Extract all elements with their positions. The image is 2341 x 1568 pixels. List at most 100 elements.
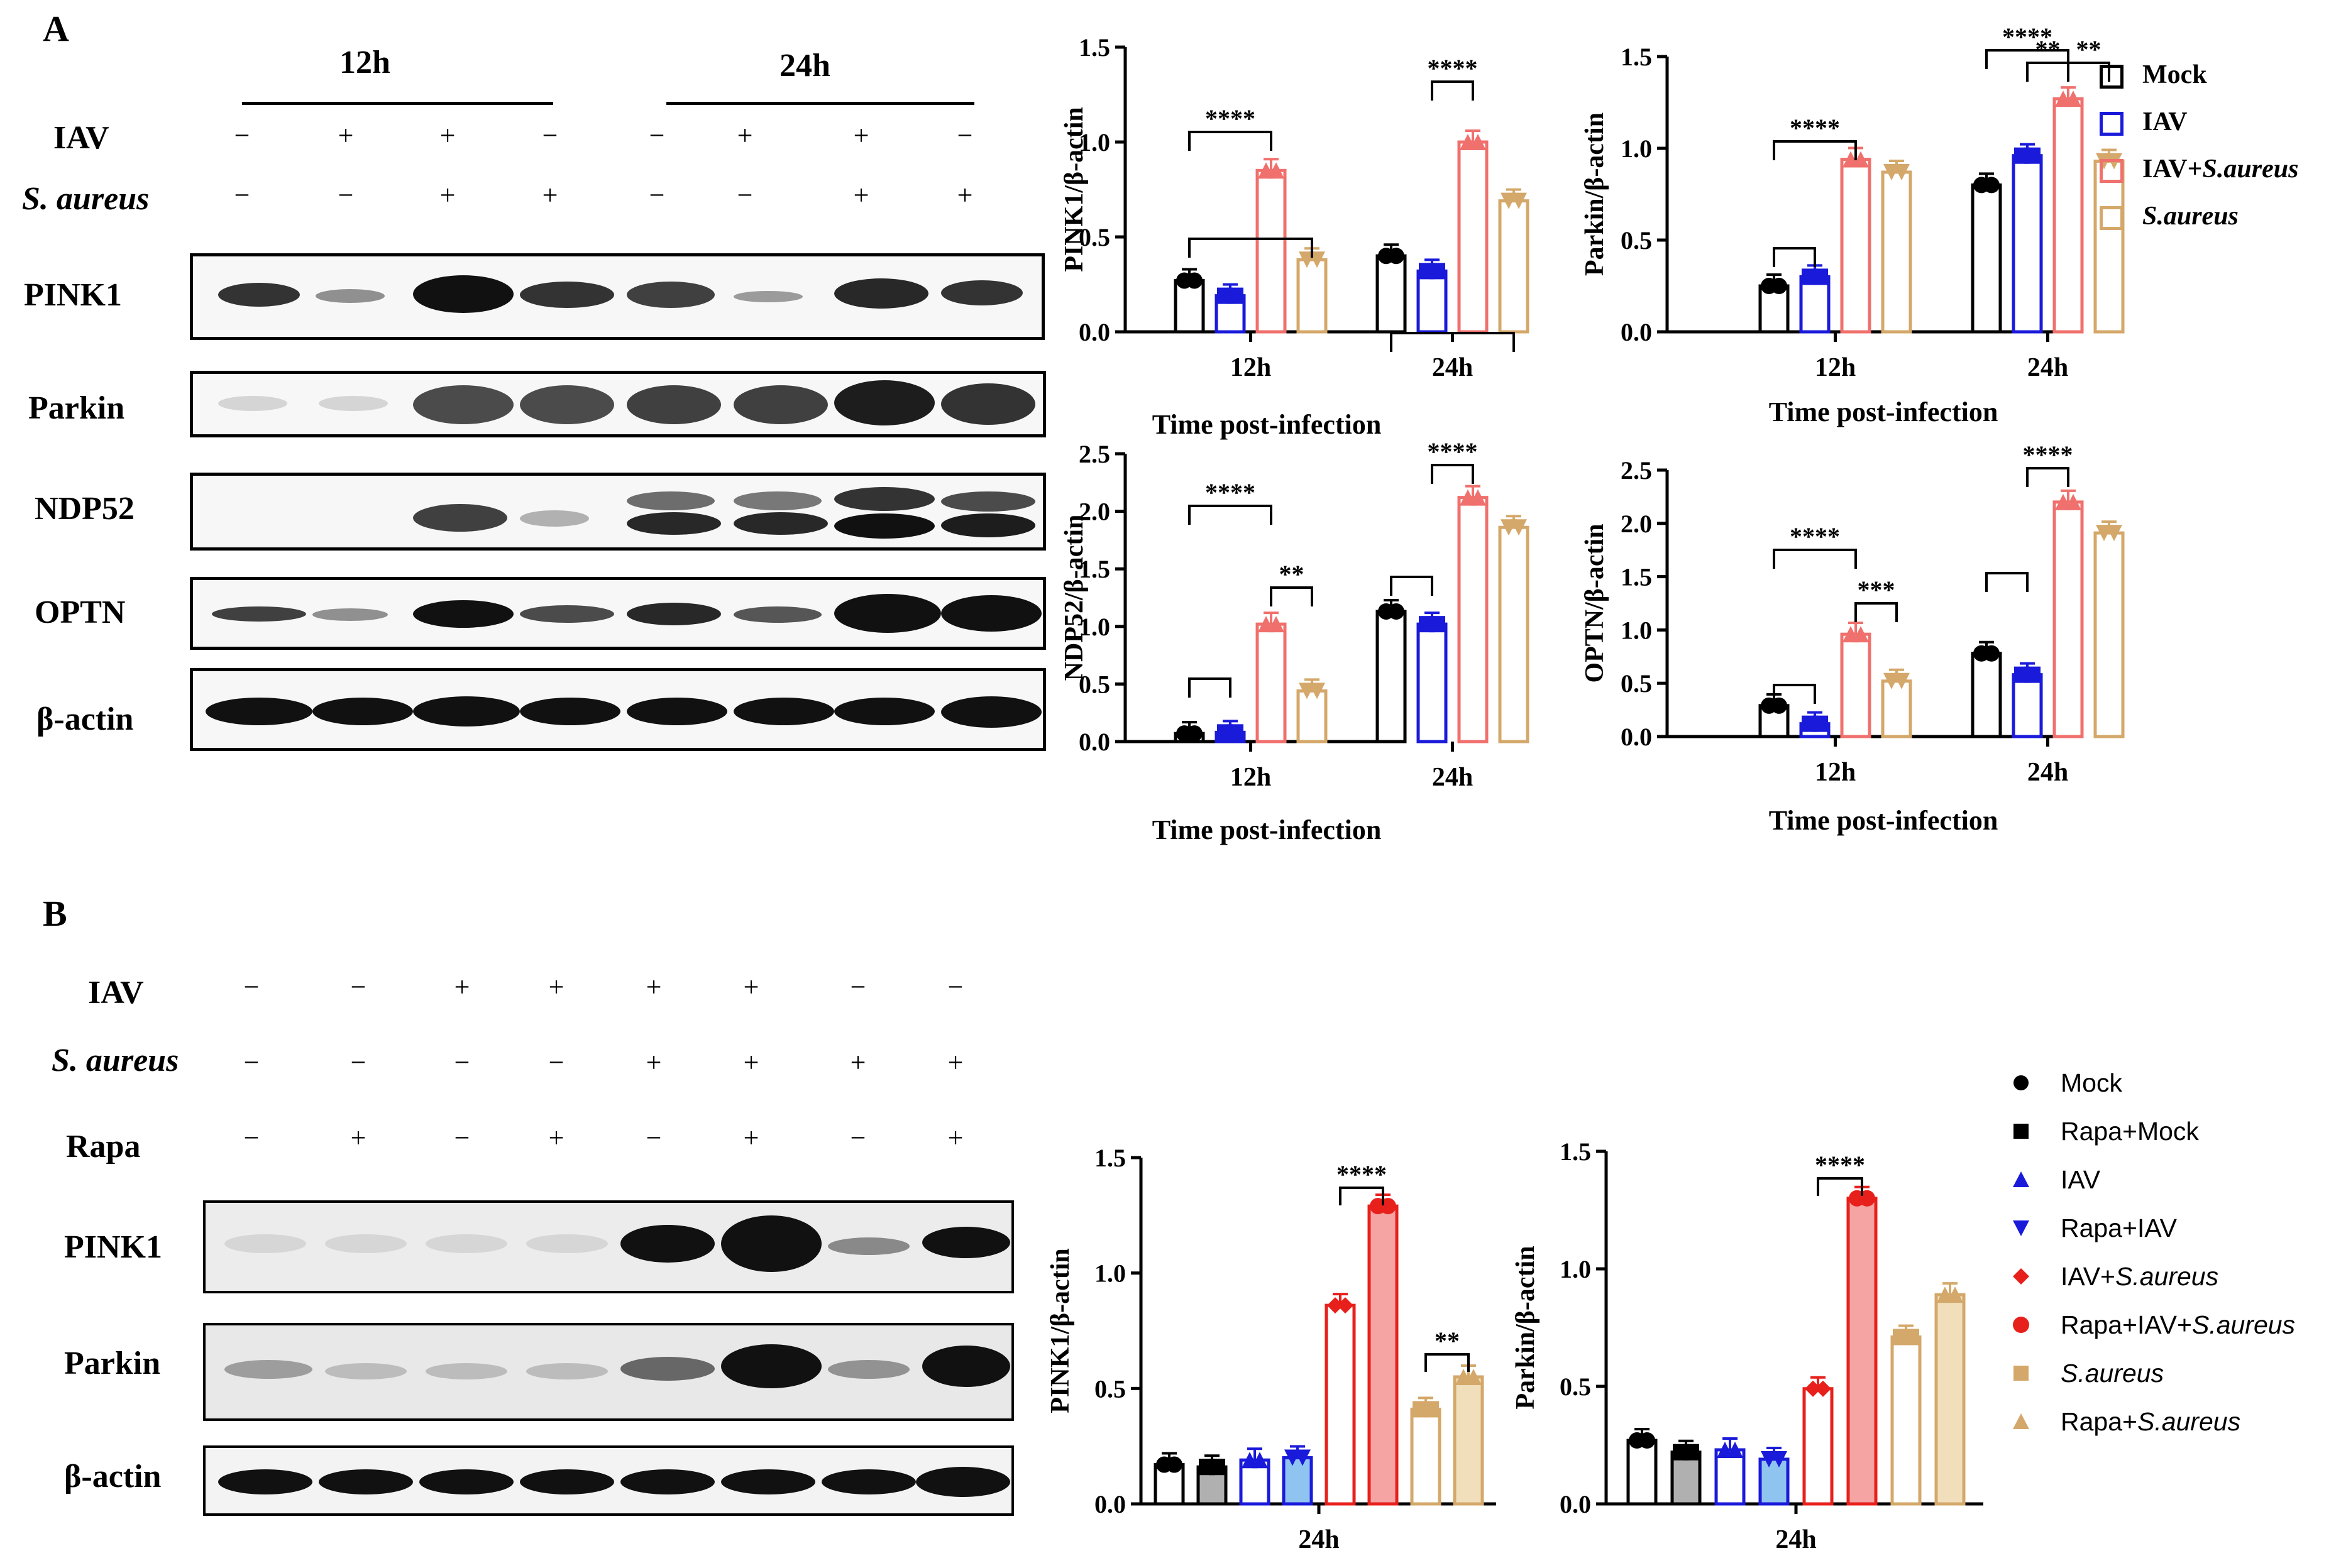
A-NDP52-sig-bracket-2	[1188, 677, 1231, 698]
A-OPTN-point-2-1-b	[2065, 493, 2081, 510]
A-OPTN-sig-bracket-1	[1854, 602, 1898, 622]
A-NDP52-xlabel: Time post-infection	[1152, 814, 1382, 845]
A-NDP52-point-3-0-b	[1309, 683, 1325, 699]
A-OPTN-sig-bracket-0	[1773, 549, 1857, 569]
blot-b-rapa-sign-0: −	[243, 1122, 260, 1153]
blot-b-rapa-sign-3: +	[548, 1122, 565, 1153]
A-PINK1-point-2-1-b	[1470, 134, 1486, 150]
blot-a-24h-line	[666, 102, 974, 105]
blot-b-iav-sign-6: −	[850, 972, 866, 1002]
B-PINK1-xtick-label-0: 24h	[1298, 1525, 1339, 1554]
A-Parkin-bar-0-0	[1758, 284, 1790, 334]
B-PINK1-bar-3	[1282, 1456, 1313, 1506]
blot-a-sa-label: S. aureus	[22, 181, 150, 217]
B-PINK1-point-3-b	[1294, 1449, 1311, 1466]
A-OPTN-ylabel: OPTN/β-actin	[1580, 524, 1609, 683]
blot-a-pink1-image	[190, 253, 1045, 340]
B-PINK1-point-7-b	[1465, 1368, 1482, 1385]
legend-a-item-sa: S.aureus	[2100, 201, 2338, 248]
blot-a-label-pink1: PINK1	[24, 277, 122, 313]
B-Parkin-ytick-label-1: 0.5	[1560, 1373, 1591, 1401]
B-Parkin-point-4-b	[1815, 1380, 1831, 1397]
A-NDP52-ytick-label-3: 1.5	[1079, 555, 1110, 583]
A-NDP52-sig-label-3: ****	[1428, 437, 1478, 466]
blot-a-iav-sign-5: +	[737, 120, 753, 151]
legend-b-item-iav: IAV	[2012, 1165, 2338, 1214]
A-Parkin-ytick-label-1: 0.5	[1621, 226, 1652, 255]
A-Parkin-point-1-1-b	[2024, 147, 2041, 164]
A-Parkin-sig-bracket-4	[2067, 62, 2110, 82]
B-Parkin-bar-3	[1758, 1457, 1790, 1506]
blot-b-rapa-sign-7: +	[947, 1122, 964, 1153]
B-PINK1-point-4-a	[1327, 1297, 1343, 1314]
A-NDP52-bar-2-1	[1457, 496, 1489, 743]
B-PINK1-bar-7	[1453, 1375, 1484, 1506]
legend-a-swatch-iav-sa	[2100, 159, 2123, 183]
legend-b-item-iav-sa: IAV+S.aureus	[2012, 1262, 2338, 1310]
A-NDP52-sig-bracket-0	[1188, 505, 1272, 525]
legend-a-item-iav-sa: IAV+S.aureus	[2100, 154, 2338, 201]
blot-a-sa-sign-1: −	[338, 180, 354, 211]
blot-b-sa-sign-2: −	[454, 1047, 470, 1078]
A-NDP52-bar-2-0	[1255, 622, 1287, 743]
legend-b-marker-triangle-down	[2013, 1220, 2029, 1236]
legend-a-label-sa: S.aureus	[2142, 202, 2239, 231]
legend-b-label-mock: Mock	[2061, 1068, 2122, 1097]
A-OPTN-ytick-label-4: 2.0	[1621, 510, 1652, 538]
A-PINK1-bar-1-1	[1416, 269, 1448, 334]
A-Parkin-sig-bracket-3	[2026, 62, 2069, 82]
blot-a-iav-sign-6: +	[853, 120, 869, 151]
B-Parkin-sig-label-0: ****	[1815, 1151, 1865, 1179]
panel-label-a: A	[43, 8, 69, 49]
blot-b-rapa-label: Rapa	[66, 1129, 141, 1165]
A-OPTN-point-3-0-b	[1893, 672, 1910, 689]
B-Parkin-point-6-b	[1903, 1329, 1919, 1346]
B-PINK1-sig-bracket-1	[1424, 1353, 1470, 1372]
blot-b-label-pink1: PINK1	[64, 1229, 162, 1265]
A-NDP52-bar-0-1	[1375, 610, 1407, 743]
A-PINK1-ytick-label-3: 1.5	[1079, 33, 1110, 62]
A-PINK1-point-1-0-b	[1227, 287, 1243, 304]
B-PINK1-sig-label-0: ****	[1336, 1160, 1387, 1188]
A-Parkin-point-3-0-b	[1893, 163, 1910, 180]
legend-b-item-rapa-mock: Rapa+Mock	[2012, 1117, 2338, 1165]
A-Parkin-xtick-label-1: 24h	[2027, 353, 2068, 382]
A-Parkin-sig-bracket-1	[1773, 247, 1816, 267]
blot-a-sa-sign-4: −	[649, 180, 665, 211]
B-PINK1-point-6-b	[1423, 1401, 1439, 1418]
legend-b-item-rapa-iav-sa: Rapa+IAV+S.aureus	[2012, 1310, 2338, 1359]
A-OPTN-point-1-0-b	[1812, 715, 1828, 732]
A-Parkin-xtick-label-0: 12h	[1815, 353, 1856, 382]
B-Parkin-point-1-b	[1683, 1444, 1699, 1461]
B-Parkin-point-7-b	[1947, 1286, 1963, 1303]
B-Parkin-ylabel: Parkin/β-actin	[1511, 1246, 1540, 1409]
blot-a-time-12h: 12h	[339, 45, 390, 80]
A-OPTN-bar-2-0	[1840, 632, 1871, 738]
A-Parkin-ytick-label-0: 0.0	[1621, 318, 1652, 346]
A-OPTN-point-1-1-b	[2024, 666, 2041, 683]
A-NDP52-bar-1-1	[1416, 622, 1448, 743]
A-PINK1-point-0-1-b	[1388, 248, 1404, 265]
A-PINK1-ytick-label-0: 0.0	[1079, 318, 1110, 346]
A-NDP52-sig-label-1: **	[1279, 560, 1304, 588]
A-PINK1-sig-bracket-2	[1431, 80, 1474, 101]
B-Parkin-point-2-b	[1727, 1441, 1743, 1458]
A-Parkin-bar-1-1	[2012, 154, 2043, 334]
B-Parkin-point-3-b	[1771, 1450, 1787, 1467]
panel-label-b: B	[43, 893, 67, 934]
B-Parkin-bar-4	[1802, 1387, 1834, 1506]
legend-a-item-mock: Mock	[2100, 60, 2338, 107]
A-PINK1-ylabel: PINK1/β-actin	[1060, 107, 1089, 271]
B-PINK1-bar-5	[1367, 1204, 1399, 1506]
A-OPTN-ytick-label-1: 0.5	[1621, 669, 1652, 698]
A-Parkin-sig-bracket-2	[1985, 49, 2069, 69]
legend-b-label-rapa-iav-sa: Rapa+IAV+S.aureus	[2061, 1310, 2296, 1339]
A-OPTN-bar-2-1	[2052, 500, 2084, 738]
A-OPTN-point-0-1-b	[1983, 645, 2000, 662]
A-NDP52-point-1-0-b	[1227, 724, 1243, 741]
A-PINK1-bar-2-0	[1255, 168, 1287, 334]
A-OPTN-sig-label-3: ****	[2023, 441, 2073, 469]
A-PINK1-point-3-1-b	[1511, 192, 1527, 209]
blot-a-iav-sign-7: −	[957, 120, 973, 151]
A-NDP52-ytick-label-5: 2.5	[1079, 440, 1110, 468]
